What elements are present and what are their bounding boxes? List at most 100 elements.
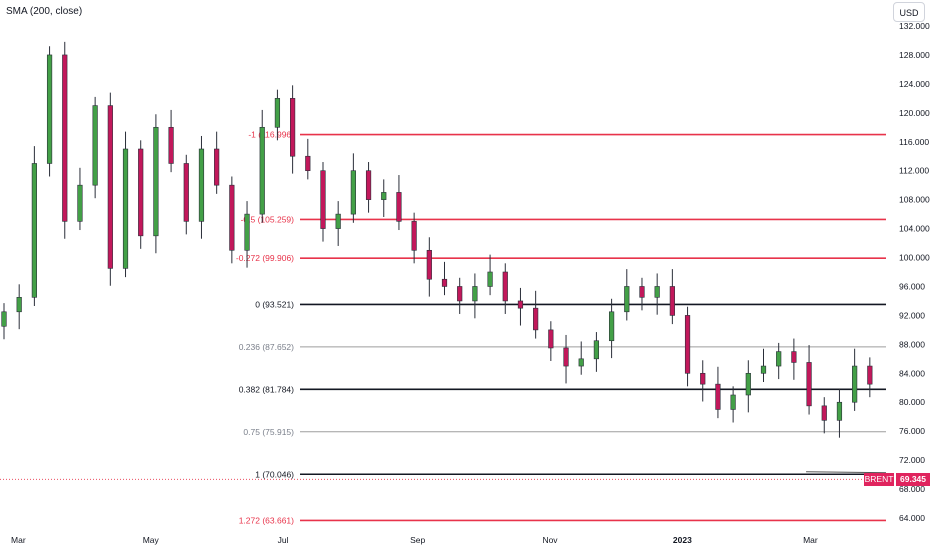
price-tick-label: 100.000 [899,253,930,263]
fib-levels-layer: -1 (116.996) -0.5 (105.259) -0.272 (99.906… [0,130,886,525]
currency-button[interactable]: USD [893,2,925,22]
price-tick-label: 104.000 [899,224,930,234]
price-tick-label: 84.000 [899,368,925,378]
candle-body [806,362,812,407]
candle-body [198,148,205,222]
candle-body [654,286,660,298]
candle-body [791,351,797,363]
candle-body [593,340,600,360]
fib-level-label: 1 (70.046) [255,469,294,479]
candle-body [153,126,159,237]
candle-body [274,98,281,128]
candle-body [715,383,721,410]
candle-body [62,54,68,222]
time-tick-label: Sep [410,535,425,545]
candle-body [730,394,736,410]
time-tick-label: 2023 [673,535,692,545]
price-tick-label: 108.000 [899,195,930,205]
candle-body [441,278,448,287]
candle-body [1,311,7,327]
candle-body [867,365,873,385]
price-tick-label: 64.000 [899,513,925,523]
candle-body [608,311,615,342]
candle-body [16,297,22,313]
time-tick-label: May [143,535,160,545]
indicator-legend[interactable]: SMA (200, close) [6,6,83,17]
candle-body [548,329,554,349]
candle-body [122,148,129,269]
last-price-tag: 69.345 [896,473,930,486]
price-tick-label: 88.000 [899,339,925,349]
candle-body [381,192,387,200]
candles-layer [1,41,873,438]
candle-body [138,148,144,237]
candle-body [533,307,539,331]
candle-body [290,98,296,157]
price-tick-label: 76.000 [899,426,925,436]
candle-body [46,54,53,164]
candle-body [517,300,524,309]
fib-level-label: 0.75 (75.915) [243,427,294,437]
candle-body [639,286,645,298]
candle-body [107,105,113,269]
time-axis: MarMayJulSepNov2023MarMayJulSepNov2024Ma… [11,535,818,545]
candle-body [426,249,432,280]
candle-body [259,126,265,215]
candle-body [487,271,493,287]
candle-body [776,351,782,367]
candle-body [836,401,843,421]
candle-body [457,286,463,302]
candle-body [92,105,98,186]
fib-level-label: -0.272 (99.906) [236,253,294,263]
price-tick-label: 92.000 [899,310,925,320]
fib-level-label: 1.272 (63.661) [239,515,294,525]
candle-body [183,163,189,222]
price-tick-label: 124.000 [899,79,930,89]
candle-body [214,148,220,186]
candle-body [852,365,858,403]
candle-body [745,372,751,396]
candle-body [411,221,417,251]
candle-body [502,271,508,302]
candle-body [700,372,706,385]
candle-body [684,315,691,374]
candle-body [624,286,630,313]
price-axis: 132.000 128.000 124.000 120.000 116.000 112.0… [886,0,932,550]
fib-level-label: 0.236 (87.652) [239,342,294,352]
candle-body [821,405,827,421]
fib-level-label: 0 (93.521) [255,299,294,309]
candle-body [335,213,341,229]
candle-body [563,347,569,367]
price-tick-label: 80.000 [899,397,925,407]
price-tick-label: 72.000 [899,455,925,465]
time-tick-label: Nov [542,535,558,545]
candle-body [31,163,37,298]
candle-body [669,286,675,316]
price-tick-label: 68.000 [899,484,925,494]
price-tick-label: 132.000 [899,21,930,31]
fib-level-label: -0.5 (105.259) [241,214,295,224]
price-tick-label: 96.000 [899,281,925,291]
candle-body [244,213,250,251]
candle-body [320,170,326,229]
candle-body [350,170,356,215]
candle-body [229,184,235,251]
price-tick-label: 128.000 [899,50,930,60]
price-tick-label: 112.000 [899,166,929,176]
candle-body [365,170,372,200]
candle-body [305,155,311,172]
ticker-tag: BRENT [864,473,894,486]
candle-body [760,365,767,374]
time-tick-label: Mar [11,535,26,545]
fib-level-label: -1 (116.996) [248,130,294,140]
candle-body [472,286,478,302]
price-axis-bg [886,0,932,550]
price-tick-label: 120.000 [899,108,930,118]
candle-body [578,358,584,367]
price-tick-label: 116.000 [899,137,929,147]
time-tick-label: Jul [278,535,289,545]
candle-body [77,184,83,222]
time-tick-label: Mar [803,535,818,545]
